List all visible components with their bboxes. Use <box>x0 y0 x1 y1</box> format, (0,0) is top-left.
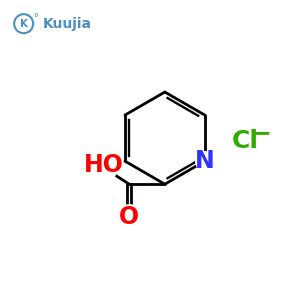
Text: Kuujia: Kuujia <box>42 17 91 31</box>
Text: HO: HO <box>84 153 124 177</box>
Text: °: ° <box>33 13 38 23</box>
Text: N: N <box>195 149 214 173</box>
Text: −: − <box>252 122 271 146</box>
Text: K: K <box>20 19 28 29</box>
Text: O: O <box>119 206 139 230</box>
Text: Cl: Cl <box>232 129 259 153</box>
